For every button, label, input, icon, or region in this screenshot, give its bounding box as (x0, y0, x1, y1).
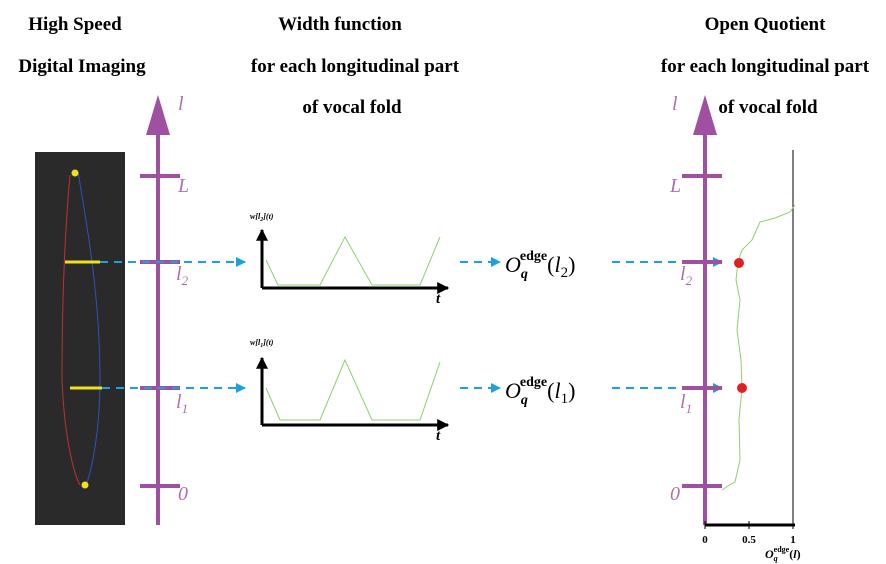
title: Open Quotient (705, 14, 827, 35)
title: of vocal fold (718, 97, 818, 118)
width-plot: w[l1](t) t (250, 338, 448, 444)
title: for each longitudinal part (251, 56, 460, 77)
axis-label: l1 (176, 391, 188, 416)
oq-plot: Oqedge(l) 0 0.5 1 (702, 150, 800, 563)
oq-label: Oqedge(l1) (505, 375, 575, 408)
arrows (100, 262, 722, 388)
axis-label: l2 (176, 263, 189, 288)
axis-label: t (436, 291, 441, 307)
axis-label: L (669, 175, 681, 197)
titles: High Speed Digital Imaging Width functio… (18, 14, 869, 118)
axis-label: L (177, 175, 189, 197)
x-tick-label: 0.5 (742, 534, 756, 546)
x-tick-label: 0 (702, 534, 708, 546)
hsdi-image (35, 152, 125, 525)
axis-label: l1 (680, 391, 692, 416)
x-tick-label: 1 (790, 534, 796, 546)
title: High Speed (28, 14, 122, 35)
title: for each longitudinal part (661, 56, 870, 77)
axis-label: t (436, 428, 441, 444)
axis-name: l (672, 93, 678, 115)
title: Width function (278, 14, 402, 35)
axis-label: 0 (670, 483, 680, 505)
plot-label: w[l2](t) (250, 212, 274, 223)
title: Digital Imaging (18, 56, 146, 77)
title: of vocal fold (302, 97, 402, 118)
width-plot: w[l2](t) t (250, 212, 448, 307)
axis-name: l (178, 93, 184, 115)
right-axis: l L l2 l1 0 (669, 93, 722, 525)
plot-label: w[l1](t) (250, 338, 274, 349)
diagram: High Speed Digital Imaging Width functio… (0, 0, 886, 564)
oq-label: Oqedge(l2) (505, 249, 575, 282)
axis-label: 0 (178, 483, 188, 505)
axis-label: l2 (680, 263, 693, 288)
x-axis-label: Oqedge(l) (765, 545, 801, 563)
left-axis: l L l2 l1 0 (140, 93, 189, 525)
